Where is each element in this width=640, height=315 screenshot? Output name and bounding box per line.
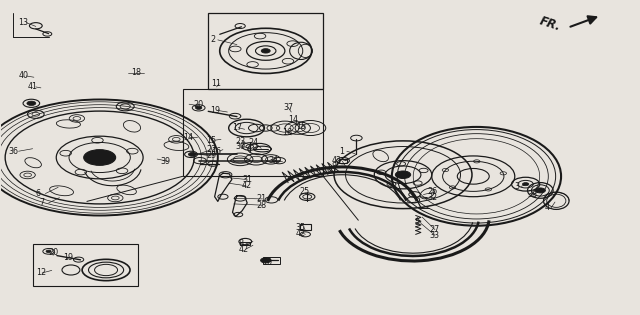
Text: 13: 13 — [19, 18, 29, 27]
Text: 31: 31 — [242, 175, 252, 184]
Text: 28: 28 — [256, 201, 266, 210]
Text: 15: 15 — [296, 122, 306, 131]
Text: 10: 10 — [262, 258, 273, 267]
Circle shape — [188, 152, 196, 156]
Bar — [182, 89, 323, 176]
Circle shape — [261, 49, 270, 53]
Text: 36: 36 — [8, 147, 19, 156]
Text: 11: 11 — [211, 79, 221, 88]
Circle shape — [522, 183, 529, 186]
Text: 8: 8 — [332, 162, 337, 171]
Text: FR.: FR. — [538, 15, 563, 34]
Text: 32: 32 — [428, 193, 437, 202]
Text: 38: 38 — [527, 190, 538, 199]
Text: 42: 42 — [332, 156, 342, 165]
Text: 21: 21 — [256, 194, 266, 203]
Text: 42: 42 — [242, 181, 252, 190]
Text: 30: 30 — [236, 142, 246, 151]
Bar — [339, 159, 348, 163]
Text: 35: 35 — [296, 223, 306, 232]
Text: 5: 5 — [415, 218, 420, 227]
Text: 3: 3 — [515, 182, 520, 191]
Text: 42: 42 — [238, 244, 248, 254]
Bar — [33, 244, 138, 286]
Text: 15: 15 — [206, 136, 216, 145]
Text: 20: 20 — [193, 100, 204, 109]
Text: 40: 40 — [19, 72, 29, 80]
Circle shape — [535, 188, 545, 193]
Circle shape — [396, 171, 411, 179]
Text: 27: 27 — [430, 225, 440, 234]
Bar — [240, 242, 250, 245]
Bar — [300, 224, 311, 230]
Text: 6: 6 — [36, 189, 41, 198]
Text: 33: 33 — [430, 231, 440, 240]
Text: 42: 42 — [296, 229, 306, 238]
Text: 29: 29 — [206, 152, 216, 160]
Text: 8: 8 — [238, 239, 243, 248]
Bar — [262, 257, 280, 264]
Text: 19: 19 — [63, 253, 74, 262]
Circle shape — [84, 150, 116, 165]
Text: 14: 14 — [182, 133, 193, 142]
Text: 1: 1 — [339, 147, 344, 156]
Text: 16: 16 — [211, 147, 221, 156]
Text: 20: 20 — [49, 248, 59, 257]
Text: 7: 7 — [39, 198, 44, 208]
Bar — [208, 13, 323, 89]
Circle shape — [260, 258, 271, 263]
Text: 12: 12 — [36, 268, 46, 278]
Text: 37: 37 — [283, 103, 293, 112]
Circle shape — [27, 101, 36, 106]
Text: 14: 14 — [288, 115, 298, 124]
Text: 41: 41 — [28, 83, 38, 91]
Text: 18: 18 — [132, 68, 141, 77]
Text: 17: 17 — [232, 123, 242, 132]
Text: 4: 4 — [545, 203, 550, 212]
Text: 19: 19 — [210, 106, 220, 115]
Text: 25: 25 — [300, 187, 310, 197]
Text: 16: 16 — [282, 128, 292, 137]
Text: 24: 24 — [248, 138, 259, 147]
Text: 26: 26 — [428, 187, 437, 197]
Text: 9: 9 — [326, 167, 332, 176]
Text: 22: 22 — [206, 145, 216, 154]
Text: 39: 39 — [161, 157, 170, 166]
Circle shape — [195, 106, 202, 109]
Circle shape — [46, 250, 51, 253]
Text: 2: 2 — [210, 35, 215, 44]
Text: 34: 34 — [269, 156, 279, 165]
Text: 23: 23 — [236, 137, 246, 146]
